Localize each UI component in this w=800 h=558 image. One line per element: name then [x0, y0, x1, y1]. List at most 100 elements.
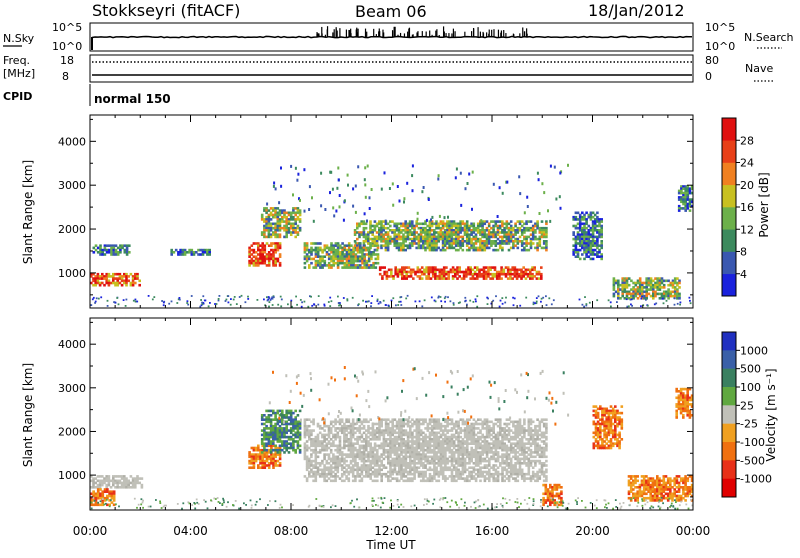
- heatmap-cell: [339, 262, 342, 265]
- heatmap-cell: [328, 301, 330, 303]
- heatmap-cell: [641, 296, 643, 298]
- heatmap-cell: [278, 201, 280, 204]
- heatmap-cell: [526, 196, 528, 199]
- heatmap-cell: [285, 436, 288, 439]
- heatmap-cell: [551, 303, 553, 305]
- heatmap-cell: [384, 171, 386, 174]
- heatmap-cell: [268, 466, 271, 469]
- heatmap-cell: [266, 296, 268, 298]
- heatmap-cell: [92, 504, 95, 507]
- heatmap-cell: [333, 214, 335, 217]
- heatmap-cell: [392, 204, 394, 207]
- heatmap-cell: [308, 208, 310, 211]
- heatmap-cell: [297, 414, 300, 417]
- nsky-left-tick-top: 10^5: [52, 21, 82, 34]
- heatmap-cell: [411, 174, 413, 177]
- heatmap-cell: [199, 249, 202, 252]
- heatmap-cell: [519, 192, 521, 195]
- heatmap-cell: [317, 456, 320, 459]
- heatmap-cell: [399, 200, 401, 203]
- heatmap-cell: [663, 286, 666, 289]
- freq-panel-frame: [90, 55, 693, 82]
- heatmap-cell: [412, 164, 414, 167]
- heatmap-cell: [335, 210, 337, 213]
- heatmap-cell: [502, 303, 504, 305]
- heatmap-cell: [279, 255, 282, 258]
- heatmap-cell: [550, 165, 552, 168]
- heatmap-cell: [272, 223, 275, 226]
- heatmap-cell: [208, 253, 211, 256]
- heatmap-cell: [272, 233, 275, 236]
- heatmap-cell: [589, 302, 591, 304]
- y-tick-label: 4000: [58, 135, 86, 148]
- heatmap-cell: [279, 451, 282, 454]
- heatmap-cell: [329, 191, 331, 194]
- heatmap-cell: [376, 242, 379, 245]
- heatmap-cell: [297, 173, 299, 176]
- heatmap-cell: [518, 175, 520, 178]
- heatmap-cell: [447, 216, 449, 219]
- heatmap-cell: [247, 296, 249, 298]
- colorbar-segment: [722, 207, 736, 230]
- heatmap-cell: [310, 434, 313, 437]
- heatmap-cell: [280, 296, 282, 298]
- heatmap-cell: [266, 203, 268, 206]
- heatmap-cell: [545, 223, 548, 226]
- heatmap-cell: [540, 301, 542, 303]
- heatmap-cell: [465, 187, 467, 190]
- heatmap-cell: [214, 303, 216, 305]
- heatmap-cell: [400, 304, 402, 306]
- heatmap-cell: [230, 304, 232, 306]
- heatmap-cell: [297, 233, 300, 236]
- heatmap-cell: [357, 165, 359, 168]
- heatmap-cell: [397, 185, 399, 188]
- heatmap-cell: [332, 188, 334, 191]
- heatmap-cell: [596, 299, 598, 301]
- heatmap-cell: [348, 480, 351, 483]
- heatmap-cell: [600, 220, 603, 223]
- heatmap-cell: [533, 303, 535, 305]
- heatmap-cell: [462, 249, 465, 252]
- heatmap-cell: [512, 297, 514, 299]
- heatmap-cell: [417, 218, 419, 221]
- heatmap-cell: [126, 299, 128, 301]
- heatmap-cell: [257, 299, 259, 301]
- heatmap-cell: [376, 249, 379, 252]
- heatmap-cell: [647, 305, 649, 307]
- heatmap-cell: [543, 191, 545, 194]
- heatmap-cell: [370, 305, 372, 307]
- heatmap-cell: [334, 480, 337, 483]
- heatmap-cell: [308, 266, 311, 269]
- heatmap-cell: [304, 301, 306, 303]
- heatmap-cell: [290, 165, 292, 168]
- heatmap-cell: [202, 295, 204, 297]
- heatmap-cell: [592, 258, 595, 261]
- heatmap-cell: [519, 305, 521, 307]
- heatmap-cell: [527, 205, 529, 208]
- heatmap-cell: [486, 297, 488, 299]
- heatmap-cell: [296, 179, 298, 182]
- heatmap-cell: [472, 171, 474, 174]
- heatmap-cell: [475, 301, 477, 303]
- freq-label: Freq.: [3, 54, 30, 67]
- heatmap-cell: [438, 174, 440, 177]
- power-y-label: Slant Range [km]: [21, 160, 35, 264]
- heatmap-cell: [186, 251, 189, 254]
- heatmap-cell: [292, 231, 295, 234]
- heatmap-cell: [118, 303, 120, 305]
- heatmap-cell: [294, 410, 297, 413]
- heatmap-cell: [459, 302, 461, 304]
- heatmap-cell: [536, 301, 538, 303]
- heatmap-cell: [128, 251, 131, 254]
- heatmap-cell: [108, 495, 111, 498]
- heatmap-cell: [200, 299, 202, 301]
- heatmap-cell: [579, 299, 581, 301]
- heatmap-cell: [600, 258, 603, 261]
- heatmap-cell: [655, 303, 657, 305]
- heatmap-cell: [134, 486, 137, 489]
- heatmap-cell: [403, 201, 405, 204]
- heatmap-cell: [378, 438, 381, 441]
- heatmap-cell: [275, 187, 277, 190]
